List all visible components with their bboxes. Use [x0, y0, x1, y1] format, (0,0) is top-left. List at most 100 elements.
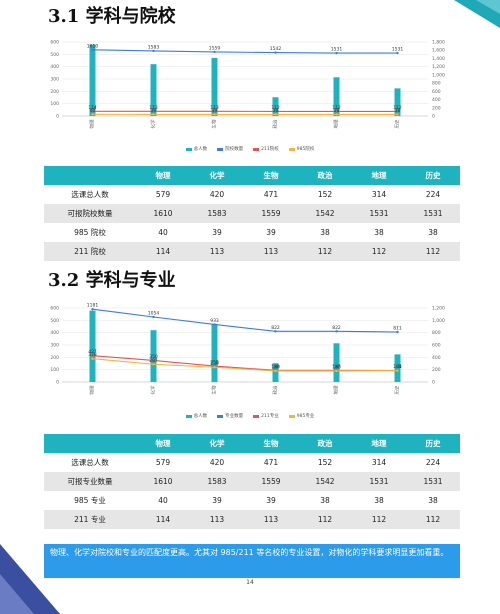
right-axis-tick-label: 1,000 [432, 318, 445, 324]
series-point [335, 113, 338, 116]
table-cell: 38 [428, 228, 438, 237]
legend-swatch [288, 414, 295, 418]
table-header-cell: 物理 [136, 434, 190, 453]
series-point [274, 330, 277, 333]
right-axis-tick-label: 1,400 [432, 56, 445, 62]
table-cell: 39 [266, 228, 276, 237]
table-cell: 471 [263, 458, 279, 467]
table-header-cell: 物理 [136, 166, 190, 185]
data-label: 1531 [331, 47, 343, 53]
right-axis-tick-label: 200 [432, 105, 441, 111]
series-point [396, 369, 399, 372]
table-cell: 314 [371, 190, 387, 199]
data-label: 239 [210, 361, 219, 367]
series-point [213, 366, 216, 369]
table-cell: 112 [352, 242, 406, 261]
x-tick-label: 历史 [394, 119, 401, 128]
section-title-subjects-colleges: 3.1 学科与院校 [48, 6, 176, 27]
bar-政治 [272, 97, 279, 116]
right-axis-tick-label: 400 [432, 355, 441, 361]
table-cell: 1531 [406, 472, 460, 491]
data-label: 189 [271, 364, 280, 370]
left-axis-tick-label: 500 [50, 52, 59, 58]
left-axis-tick-label: 600 [50, 306, 59, 312]
series-line-3 [92, 358, 398, 372]
table-cell: 可报院校数量 [44, 204, 136, 223]
left-axis-tick-label: 0 [56, 114, 59, 120]
series-point [213, 110, 216, 113]
legend-swatch [288, 147, 295, 151]
legend-label: 211院校 [261, 147, 279, 152]
table-cell: 420 [209, 458, 225, 467]
data-label: 933 [210, 318, 219, 324]
series-point [91, 357, 94, 360]
right-axis-tick-label: 0 [432, 380, 435, 386]
x-tick-label: 生物 [211, 119, 218, 128]
table-cell: 112 [298, 242, 352, 261]
table-row: 985 院校 40 39 39 38 38 38 [44, 223, 460, 242]
table-header-cell: 地理 [352, 434, 406, 453]
data-label: 287 [149, 358, 158, 364]
chart-svg-majors: 0 100 200 300 400 500 600 0 200 400 600 800 1,000 1,2… [50, 303, 445, 395]
legend-label: 总人数 [193, 147, 208, 152]
legend-swatch [185, 147, 192, 151]
right-axis-tick-label: 600 [432, 89, 441, 95]
table-cell: 112 [298, 510, 352, 529]
bar-物理 [89, 44, 96, 117]
data-label: 38 [273, 108, 279, 114]
table-cell: 224 [425, 190, 441, 199]
series-point [335, 369, 338, 373]
table-header-cell: 政治 [298, 434, 352, 453]
data-label: 38 [334, 108, 340, 114]
table-cell: 选课总人数 [71, 190, 109, 199]
data-label: 350 [149, 354, 158, 360]
x-tick-label: 物理 [89, 119, 96, 128]
table-cell: 211 专业 [44, 510, 136, 529]
legend-swatch [253, 414, 260, 418]
data-label: 180 [271, 364, 280, 370]
page-number: 14 [246, 579, 254, 586]
bar-生物 [211, 57, 218, 116]
legend-swatch [217, 414, 224, 418]
right-axis-tick-label: 1,000 [432, 72, 445, 78]
bar-政治 [272, 363, 279, 382]
table-cell: 112 [352, 510, 406, 529]
bar-历史 [394, 88, 401, 116]
data-label: 822 [332, 325, 341, 331]
series-point [152, 363, 155, 366]
data-label: 1531 [392, 47, 404, 53]
series-point [396, 51, 399, 55]
data-label: 112 [332, 105, 341, 111]
summary-note: 物理、化学对院校和专业的匹配度更高。尤其对 985/211 等名校的专业设置，对… [44, 544, 460, 578]
series-point [396, 110, 399, 113]
series-point [152, 113, 155, 116]
series-line-1 [92, 49, 398, 54]
table-cell: 985 专业 [74, 496, 106, 505]
x-tick-label: 政治 [272, 119, 279, 128]
series-point [335, 51, 338, 55]
series-point [274, 369, 277, 373]
table-row: 985 专业 40 39 39 38 38 38 [44, 491, 460, 510]
table-cell: 38 [320, 228, 330, 237]
table-cell: 1559 [244, 472, 298, 491]
right-axis-tick-label: 1,800 [432, 40, 445, 46]
left-axis-tick-label: 100 [50, 101, 59, 107]
data-label: 259 [210, 360, 219, 366]
table-cell: 1531 [406, 204, 460, 223]
table-cell: 471 [263, 190, 279, 199]
x-tick-label: 历史 [394, 385, 401, 394]
bar-化学 [150, 64, 157, 116]
chart-subjects-majors: 0 100 200 300 400 500 600 0 200 400 600 800 1,000 1,2… [38, 302, 458, 422]
table-header-cell: 历史 [406, 166, 460, 185]
table-header-cell: 政治 [298, 166, 352, 185]
data-label: 1181 [87, 303, 99, 309]
table-cell: 420 [209, 190, 225, 199]
table-cell: 38 [320, 496, 330, 505]
table-row: 211 院校 114 113 113 112 112 112 [44, 242, 460, 261]
legend-item: 院校数量 [217, 144, 243, 154]
table-cell: 1531 [352, 204, 406, 223]
table-cell: 112 [406, 510, 460, 529]
series-point [213, 113, 216, 116]
series-line-1 [92, 308, 398, 333]
